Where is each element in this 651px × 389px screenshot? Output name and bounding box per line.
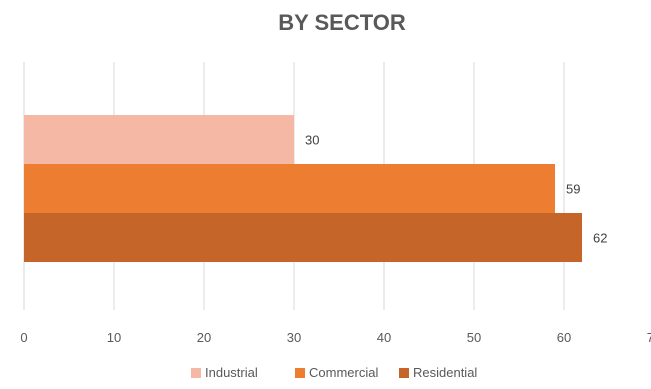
x-tick-label-70: 70 — [647, 330, 651, 345]
data-label-residential: 62 — [593, 231, 607, 246]
x-tick-label-20: 20 — [197, 330, 211, 345]
legend-label-commercial: Commercial — [309, 365, 378, 380]
legend-swatch-commercial — [295, 368, 305, 378]
x-axis-ticks: 0 10 20 30 40 50 60 70 — [20, 330, 651, 345]
x-tick-label-10: 10 — [107, 330, 121, 345]
bar-residential — [24, 213, 582, 262]
legend-swatch-residential — [399, 368, 409, 378]
x-tick-label-40: 40 — [377, 330, 391, 345]
legend-swatch-industrial — [191, 368, 201, 378]
data-label-industrial: 30 — [305, 133, 319, 148]
data-label-commercial: 59 — [566, 182, 580, 197]
x-tick-label-50: 50 — [467, 330, 481, 345]
legend: Industrial Commercial Residential — [191, 365, 477, 380]
x-tick-label-60: 60 — [557, 330, 571, 345]
x-tick-label-30: 30 — [287, 330, 301, 345]
legend-label-industrial: Industrial — [205, 365, 258, 380]
legend-label-residential: Residential — [413, 365, 477, 380]
data-labels: 30 59 62 — [305, 133, 607, 246]
x-tick-label-0: 0 — [20, 330, 27, 345]
bar-commercial — [24, 164, 555, 213]
bars — [24, 115, 582, 262]
bar-industrial — [24, 115, 294, 164]
chart-title: BY SECTOR — [278, 10, 406, 35]
